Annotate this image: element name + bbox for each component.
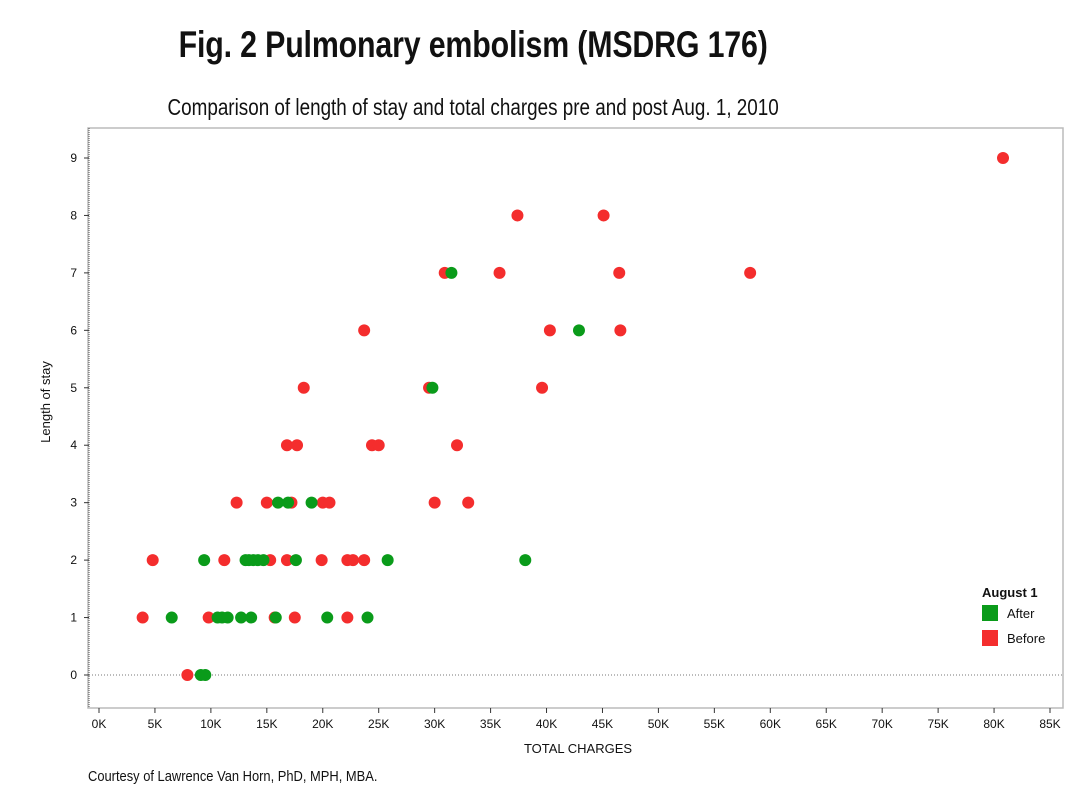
x-tick-label: 30K: [424, 717, 445, 731]
data-point-before: [218, 554, 231, 567]
y-tick-label: 2: [70, 553, 77, 567]
x-tick-label: 80K: [983, 717, 1004, 731]
data-point-before: [323, 496, 336, 509]
legend-label-after: After: [1007, 606, 1035, 621]
data-point-before: [181, 669, 194, 681]
plot-area-frame: [87, 127, 1064, 709]
x-tick-label: 40K: [536, 717, 557, 731]
data-point-after: [257, 554, 270, 567]
data-point-before: [613, 266, 626, 279]
data-point-after: [272, 496, 285, 509]
data-point-before: [997, 152, 1010, 164]
data-point-before: [536, 381, 549, 394]
data-point-after: [269, 611, 282, 624]
data-point-before: [372, 439, 385, 452]
data-point-before: [146, 554, 159, 567]
data-point-before: [358, 324, 371, 337]
y-tick-label: 1: [70, 611, 77, 625]
data-point-before: [315, 554, 328, 567]
x-tick-label: 20K: [312, 717, 333, 731]
data-point-before: [280, 439, 293, 452]
data-point-before: [346, 554, 359, 567]
data-point-before: [597, 209, 610, 222]
x-tick-label: 15K: [256, 717, 277, 731]
y-tick-label: 0: [70, 668, 77, 682]
y-axis-label: Length of stay: [38, 361, 53, 443]
data-point-after: [198, 554, 211, 567]
data-point-after: [445, 266, 458, 279]
x-tick-label: 10K: [200, 717, 221, 731]
data-point-before: [744, 266, 757, 279]
data-point-after: [381, 554, 394, 567]
x-tick-label: 5K: [148, 717, 163, 731]
data-point-after: [235, 611, 248, 624]
data-point-after: [519, 554, 532, 567]
data-point-before: [260, 496, 273, 509]
data-point-after: [361, 611, 374, 624]
data-point-before: [280, 554, 293, 567]
x-tick-label: 65K: [816, 717, 837, 731]
data-point-before: [511, 209, 524, 222]
data-point-after: [199, 669, 212, 681]
x-tick-label: 35K: [480, 717, 501, 731]
data-point-before: [288, 611, 301, 624]
data-point-before: [202, 611, 215, 624]
legend-swatch-after: [982, 605, 998, 621]
y-tick-label: 8: [70, 208, 77, 222]
data-point-after: [245, 611, 258, 624]
x-tick-label: 85K: [1039, 717, 1060, 731]
data-point-before: [462, 496, 475, 509]
x-tick-label: 50K: [648, 717, 669, 731]
legend-title: August 1: [982, 585, 1038, 600]
credit-note: Courtesy of Lawrence Van Horn, PhD, MPH,…: [88, 768, 378, 785]
x-tick-label: 60K: [760, 717, 781, 731]
series-after: [165, 266, 585, 681]
data-point-after: [282, 496, 295, 509]
data-point-before: [341, 611, 354, 624]
data-point-after: [165, 611, 178, 624]
data-point-before: [291, 439, 304, 452]
x-tick-label: 70K: [871, 717, 892, 731]
data-point-before: [428, 496, 441, 509]
x-axis-ticks: 0K 5K 10K 15K 20K 25K 30K 35K 40K 45K 50K 55K 60K 65K…: [92, 708, 1061, 731]
data-point-before: [451, 439, 464, 452]
x-tick-label: 0K: [92, 717, 107, 731]
data-point-after: [221, 611, 234, 624]
chart-subtitle: Comparison of length of stay and total c…: [167, 94, 779, 120]
x-tick-label: 55K: [704, 717, 725, 731]
data-point-before: [614, 324, 627, 337]
y-tick-label: 9: [70, 151, 77, 165]
y-axis-ticks: 0 1 2 3 4 5 6 7 8 9: [70, 151, 89, 682]
legend: August 1 After Before: [982, 585, 1045, 646]
x-axis-label: TOTAL CHARGES: [524, 741, 632, 756]
y-tick-label: 6: [70, 323, 77, 337]
y-tick-label: 4: [70, 438, 77, 452]
data-point-before: [543, 324, 556, 337]
chart-title: Fig. 2 Pulmonary embolism (MSDRG 176): [178, 24, 768, 65]
data-point-before: [358, 554, 371, 567]
data-point-before: [493, 266, 506, 279]
x-tick-label: 45K: [592, 717, 613, 731]
series-before: [136, 152, 1010, 681]
y-tick-label: 3: [70, 496, 77, 510]
data-point-after: [426, 381, 439, 394]
data-point-after: [321, 611, 334, 624]
data-point-before: [136, 611, 149, 624]
data-point-after: [572, 324, 585, 337]
x-tick-label: 25K: [368, 717, 389, 731]
data-point-after: [289, 554, 302, 567]
legend-label-before: Before: [1007, 631, 1045, 646]
x-tick-label: 75K: [927, 717, 948, 731]
y-tick-label: 7: [70, 266, 77, 280]
data-point-before: [230, 496, 243, 509]
data-point-before: [297, 381, 310, 394]
legend-swatch-before: [982, 630, 998, 646]
y-tick-label: 5: [70, 381, 77, 395]
data-point-after: [305, 496, 318, 509]
